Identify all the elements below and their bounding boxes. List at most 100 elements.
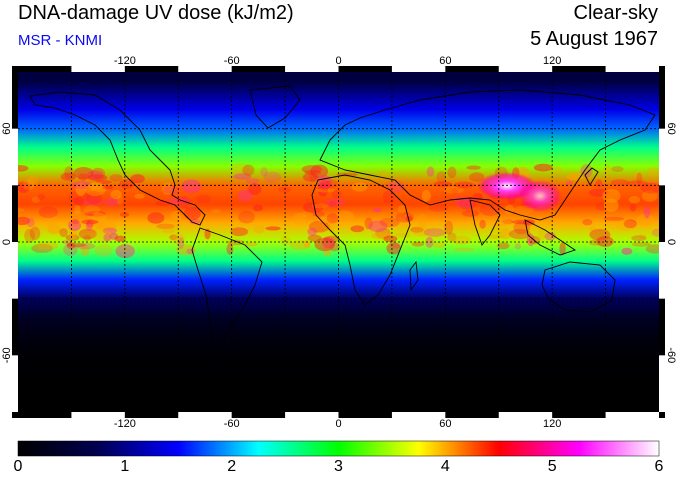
- longitude-tick-label: 120: [543, 418, 561, 430]
- uv-texture-blob: [265, 226, 281, 231]
- uv-texture-blob: [368, 220, 388, 233]
- uv-texture-blob: [497, 242, 510, 250]
- frame-tick-segment: [285, 412, 339, 418]
- uv-texture-blob: [486, 234, 504, 239]
- uv-texture-blob: [616, 220, 637, 231]
- uv-texture-blob: [447, 232, 457, 242]
- uv-texture-blob: [109, 174, 123, 182]
- uv-texture-blob: [237, 189, 253, 202]
- uv-texture-blob: [631, 242, 651, 247]
- uv-texture-blob: [252, 204, 263, 212]
- uv-texture-blob: [116, 195, 124, 205]
- uv-texture-blob: [27, 175, 39, 187]
- uv-texture-blob: [44, 213, 58, 228]
- uv-texture-blob: [181, 179, 202, 194]
- uv-texture-blob: [87, 174, 108, 182]
- uv-texture-blob: [645, 244, 659, 254]
- uv-texture-blob: [479, 219, 486, 229]
- uv-texture-blob: [94, 218, 109, 230]
- uv-texture-blob: [651, 228, 659, 237]
- uv-texture-blob: [226, 243, 234, 255]
- uv-texture-blob: [629, 203, 637, 212]
- uv-texture-blob: [322, 244, 332, 257]
- uv-texture-blob: [74, 204, 81, 215]
- uv-texture-blob: [170, 210, 182, 222]
- uv-texture-blob: [636, 172, 643, 185]
- uv-texture-blob: [196, 194, 212, 204]
- uv-texture-blob: [451, 235, 471, 245]
- uv-texture-blob: [64, 166, 74, 180]
- uv-texture-blob: [375, 227, 391, 239]
- uv-texture-blob: [88, 211, 95, 216]
- frame-tick-segment: [605, 412, 659, 418]
- uv-texture-blob: [321, 236, 336, 249]
- uv-texture-blob: [302, 202, 323, 213]
- uv-texture-blob: [119, 212, 130, 217]
- uv-texture-blob: [454, 195, 462, 207]
- frame-tick-segment: [178, 412, 232, 418]
- coast-southeast-asia: [524, 219, 577, 256]
- uv-texture-blob: [134, 193, 145, 199]
- uv-texture-blob: [325, 179, 338, 189]
- coast-japan: [584, 167, 599, 186]
- uv-texture-blob: [38, 206, 58, 219]
- longitude-tick-label: -120: [114, 55, 136, 67]
- uv-texture-blob: [386, 242, 401, 255]
- longitude-tick-label: 0: [335, 55, 341, 67]
- uv-texture-blob: [230, 227, 249, 237]
- latitude-tick-label: 60: [1, 123, 13, 135]
- uv-texture-blob: [603, 216, 625, 221]
- coast-madagascar: [409, 260, 419, 292]
- frame-tick-segment: [391, 66, 446, 72]
- uv-texture-blob: [633, 172, 644, 179]
- uv-texture-blob: [263, 171, 282, 183]
- uv-texture-blob: [631, 235, 647, 242]
- uv-texture-blob: [211, 209, 221, 214]
- uv-texture-blob: [227, 239, 245, 246]
- uv-texture-blob: [643, 205, 651, 219]
- uv-texture-blob: [63, 243, 78, 256]
- graticule: [18, 72, 659, 412]
- latitude-tick-label: -60: [1, 347, 13, 363]
- uv-texture-blob: [479, 203, 501, 217]
- left-latitude-labels: 60 0 -60: [1, 123, 13, 364]
- latitude-tick-label: 0: [1, 239, 13, 245]
- uv-texture-blob: [328, 200, 337, 207]
- uv-texture-blob: [104, 197, 120, 207]
- uv-texture-blob: [18, 165, 29, 172]
- uv-texture-blob: [115, 244, 135, 259]
- uv-texture-blob: [461, 209, 480, 217]
- uv-texture-blob: [628, 196, 641, 204]
- uv-texture-blob: [307, 234, 322, 242]
- uv-texture-blob: [416, 213, 428, 227]
- uv-texture-blob: [71, 218, 80, 225]
- uv-texture-blob: [394, 232, 410, 238]
- latitude-tick-label: 0: [665, 239, 677, 245]
- uv-texture-blob: [156, 223, 175, 229]
- uv-texture-blob: [304, 170, 322, 175]
- uv-texture-blob: [82, 197, 105, 206]
- uv-texture-blob: [66, 243, 86, 248]
- uv-texture-blob: [162, 227, 175, 234]
- uv-texture-blob: [509, 228, 531, 240]
- uv-texture-blob: [86, 191, 102, 205]
- uv-texture-blob: [71, 181, 92, 190]
- uv-texture-blob: [502, 219, 513, 225]
- uv-texture-blob: [444, 220, 454, 235]
- uv-texture-blob: [78, 228, 97, 240]
- uv-texture-blob: [169, 234, 178, 241]
- uv-texture-blob: [383, 235, 398, 243]
- longitude-tick-label: -60: [224, 55, 240, 67]
- uv-texture-blob: [242, 164, 255, 176]
- uv-texture-blob: [83, 205, 101, 215]
- latitude-tick-label: 60: [665, 123, 677, 135]
- uv-texture-blob: [80, 244, 90, 256]
- top-longitude-labels: -120 -60 0 60 120: [114, 55, 562, 67]
- uv-texture-blob: [94, 244, 113, 257]
- uv-texture-blob: [595, 179, 603, 188]
- uv-texture-blob: [331, 190, 342, 199]
- uv-texture-blob: [379, 217, 400, 228]
- coastlines: [29, 85, 656, 362]
- coast-south-america: [191, 227, 263, 362]
- uv-texture-blob: [26, 217, 35, 228]
